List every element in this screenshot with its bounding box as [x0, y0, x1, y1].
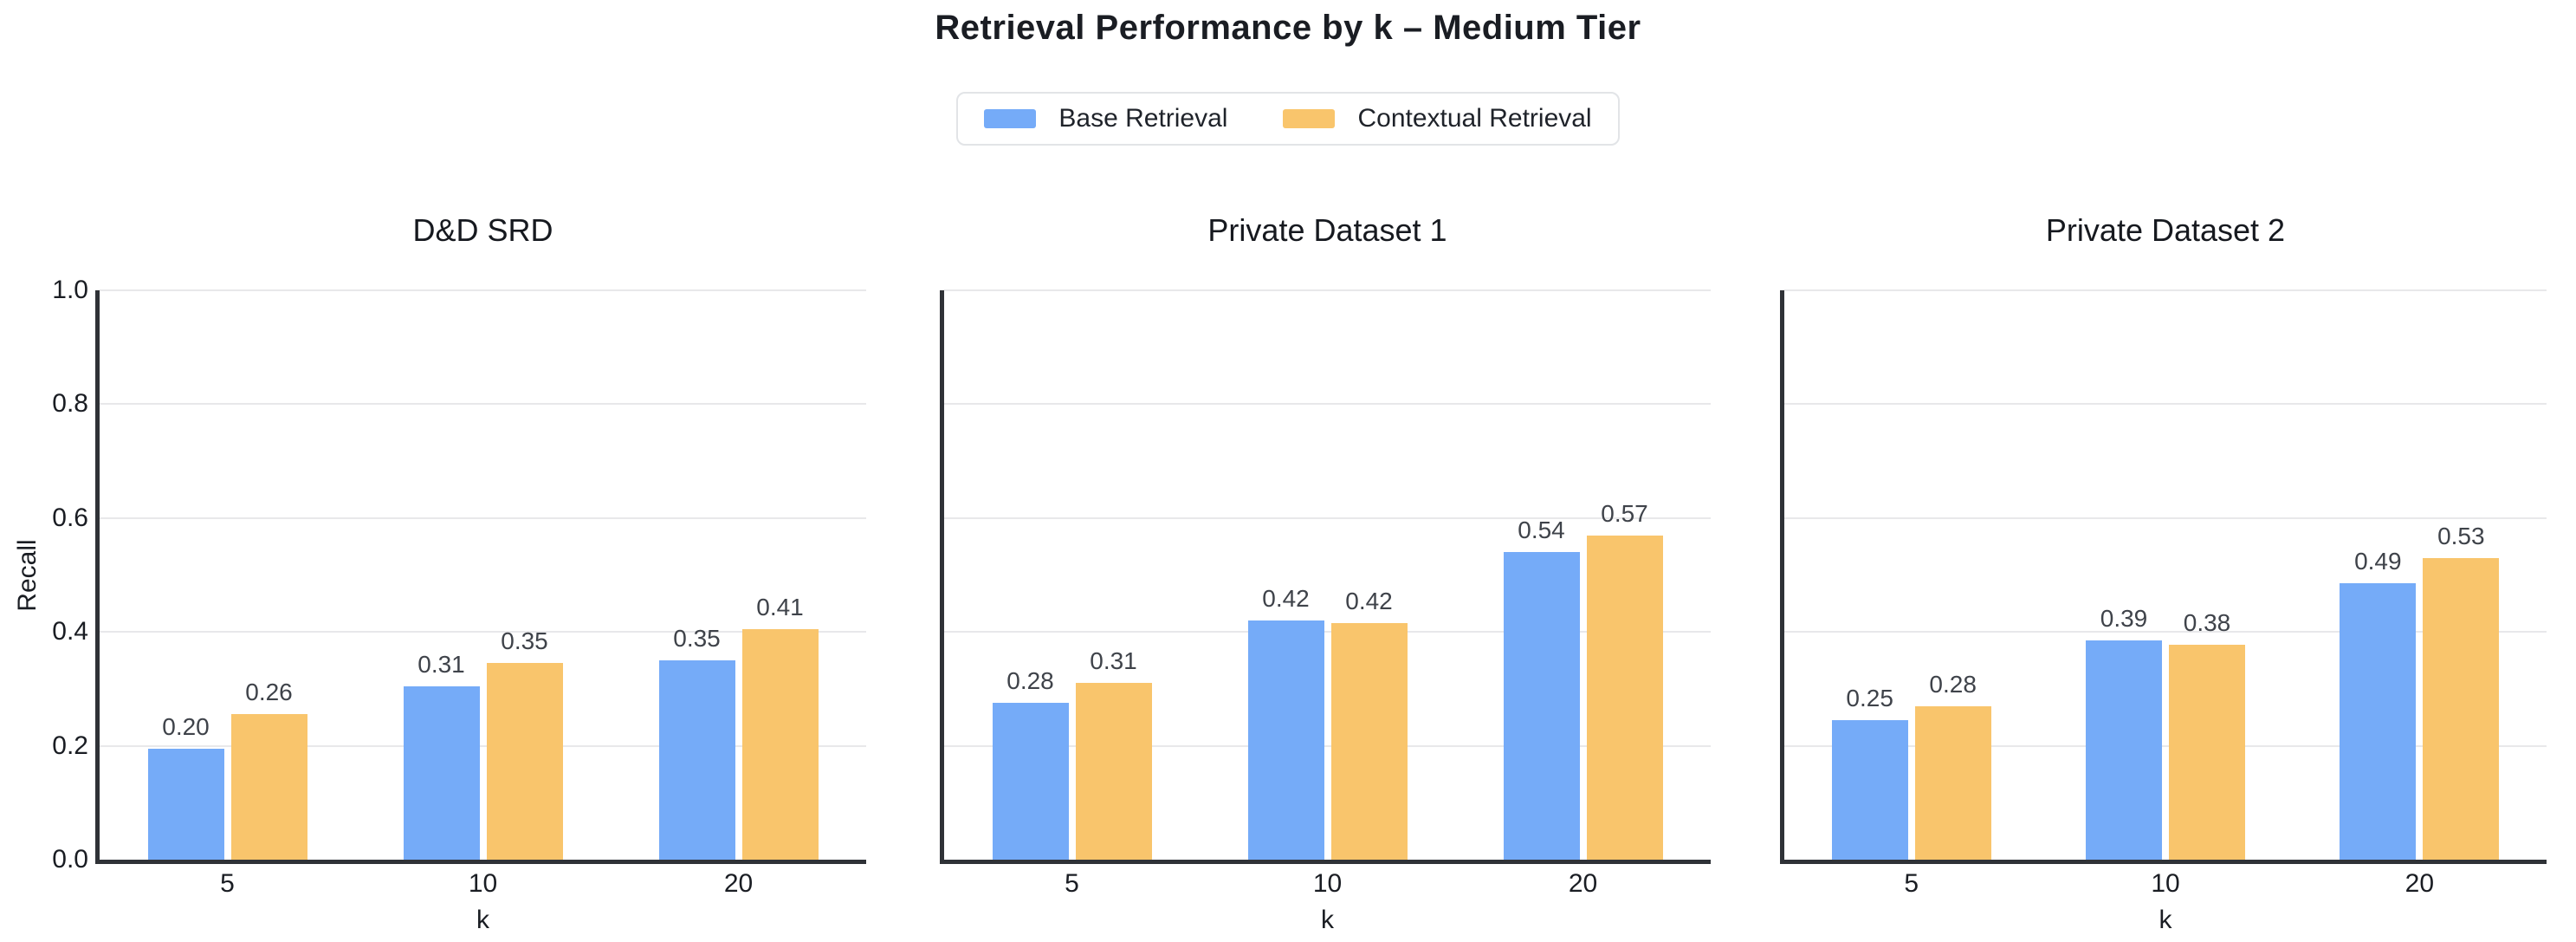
- bar-value-label: 0.42: [1345, 588, 1393, 614]
- x-tick-label-10: 10: [468, 869, 498, 898]
- x-tick-label-10: 10: [1312, 869, 1343, 898]
- bar-contextual-k5: [1914, 706, 1991, 860]
- legend-label-contextual-retrieval: Contextual Retrieval: [1357, 104, 1592, 133]
- x-axis-spine: [1780, 860, 2547, 864]
- bar-contextual-k10: [486, 663, 563, 860]
- legend-item-contextual-retrieval: Contextual Retrieval: [1283, 104, 1592, 133]
- gridline-0.2: [100, 744, 866, 747]
- bar-base-k10: [2086, 640, 2162, 860]
- gridline-0.8: [944, 403, 1711, 406]
- y-axis-spine: [940, 290, 944, 864]
- gridline-0.6: [1784, 516, 2547, 519]
- x-axis-spine: [95, 860, 866, 864]
- y-axis-spine: [95, 290, 100, 864]
- legend-swatch-base-retrieval-icon: [984, 109, 1037, 128]
- gridline-1: [1784, 289, 2547, 291]
- gridline-0.6: [100, 516, 866, 519]
- bar-value-label: 0.25: [1846, 685, 1893, 711]
- x-tick-label-20: 20: [2404, 869, 2435, 898]
- gridline-0.4: [944, 631, 1711, 633]
- gridline-0.8: [100, 403, 866, 406]
- gridline-0.6: [944, 516, 1711, 519]
- bar-value-label: 0.28: [1929, 671, 1977, 698]
- bar-base-k5: [992, 703, 1069, 860]
- legend: Base Retrieval Contextual Retrieval: [956, 92, 1620, 146]
- bar-base-k20: [1503, 552, 1580, 860]
- gridline-0.2: [1784, 744, 2547, 747]
- bar-base-k20: [2340, 583, 2417, 860]
- subplot-title-0: D&D SRD: [412, 212, 553, 248]
- x-tick-label-20: 20: [723, 869, 754, 898]
- y-tick-label-0.8: 0.8: [52, 389, 88, 419]
- y-axis-label: Recall: [13, 538, 42, 612]
- y-tick-label-0.4: 0.4: [52, 617, 88, 646]
- subplot-title-2: Private Dataset 2: [2045, 212, 2286, 248]
- y-tick-label-0.6: 0.6: [52, 503, 88, 532]
- bar-value-label: 0.42: [1262, 585, 1310, 612]
- bar-base-k10: [1247, 620, 1324, 860]
- gridline-1: [100, 289, 866, 291]
- gridline-0.4: [100, 631, 866, 633]
- bar-value-label: 0.57: [1601, 500, 1648, 527]
- y-axis-spine: [1780, 290, 1784, 864]
- figure-title: Retrieval Performance by k – Medium Tier: [935, 9, 1641, 47]
- bar-value-label: 0.49: [2354, 548, 2402, 575]
- gridline-1: [944, 289, 1711, 291]
- bar-contextual-k5: [1075, 683, 1152, 860]
- bar-value-label: 0.38: [2183, 609, 2231, 636]
- bar-value-label: 0.20: [162, 713, 210, 740]
- bar-value-label: 0.28: [1006, 667, 1054, 694]
- plot-area-1: 0.28 0.31 5 0.42 0.42 10 0.54 0.57 20 k: [940, 289, 1711, 934]
- bar-contextual-k10: [1330, 623, 1408, 860]
- legend-wrap: Base Retrieval Contextual Retrieval: [0, 92, 2576, 146]
- bar-value-label: 0.53: [2437, 523, 2485, 549]
- x-axis-label: k: [476, 906, 489, 934]
- bar-value-label: 0.39: [2100, 605, 2148, 632]
- x-tick-label-5: 5: [1065, 869, 1079, 898]
- bar-base-k5: [147, 749, 224, 860]
- y-tick-label-0.2: 0.2: [52, 731, 88, 760]
- bar-value-label: 0.26: [245, 679, 293, 705]
- bar-contextual-k20: [1586, 536, 1663, 860]
- bar-base-k10: [403, 686, 480, 860]
- plot-area-0: 0.20 0.26 5 0.31 0.35 10 0.35 0.41 20 k: [95, 289, 866, 934]
- x-tick-label-10: 10: [2151, 869, 2180, 898]
- bar-contextual-k5: [230, 714, 307, 860]
- y-tick-label-0.0: 0.0: [52, 845, 88, 874]
- bar-base-k5: [1831, 720, 1908, 860]
- bar-value-label: 0.35: [673, 625, 721, 652]
- bar-value-label: 0.41: [756, 594, 804, 620]
- bar-contextual-k10: [2169, 645, 2245, 860]
- legend-swatch-contextual-retrieval-icon: [1283, 109, 1336, 128]
- gridline-0.2: [944, 744, 1711, 747]
- x-tick-label-5: 5: [1904, 869, 1919, 898]
- legend-label-base-retrieval: Base Retrieval: [1058, 104, 1228, 133]
- plot-area-2: 0.25 0.28 5 0.39 0.38 10 0.49 0.53 20 k: [1780, 289, 2547, 934]
- bar-value-label: 0.54: [1518, 516, 1565, 543]
- x-tick-label-20: 20: [1568, 869, 1598, 898]
- bar-base-k20: [658, 660, 735, 860]
- x-axis-label: k: [2159, 906, 2172, 934]
- bar-value-label: 0.31: [417, 651, 465, 678]
- subplot-title-1: Private Dataset 1: [1207, 212, 1447, 248]
- bar-value-label: 0.31: [1090, 647, 1137, 674]
- legend-item-base-retrieval: Base Retrieval: [984, 106, 1227, 132]
- x-axis-label: k: [1321, 906, 1334, 934]
- gridline-0.4: [1784, 631, 2547, 633]
- bar-contextual-k20: [741, 629, 819, 860]
- x-tick-label-5: 5: [220, 869, 235, 898]
- gridline-0.8: [1784, 403, 2547, 406]
- bar-value-label: 0.35: [501, 627, 548, 654]
- x-axis-spine: [940, 860, 1711, 864]
- y-tick-label-1.0: 1.0: [52, 276, 88, 304]
- bar-contextual-k20: [2423, 558, 2500, 860]
